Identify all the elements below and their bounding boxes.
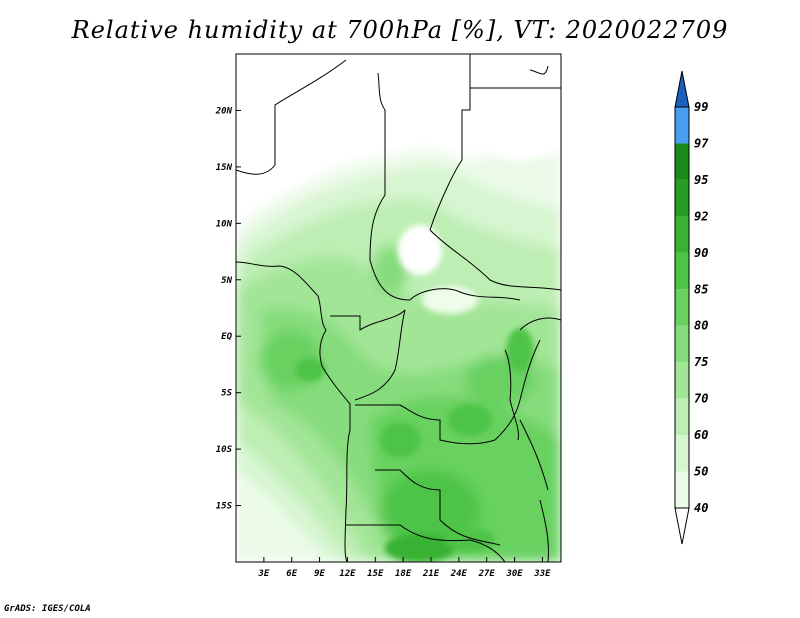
colorbar-segment [675, 252, 689, 290]
colorbar-label: 75 [694, 355, 708, 369]
rh-contour-85 [380, 470, 480, 550]
colorbar: 40 50 60 70 75 80 85 90 92 95 97 99 [674, 70, 709, 545]
colorbar-label: 80 [694, 319, 708, 333]
rh-dry-patch [398, 225, 442, 275]
rh-wet-spot [380, 422, 420, 458]
colorbar-segment [675, 325, 689, 363]
y-tick-label: 15N [216, 163, 233, 173]
country-border [354, 309, 406, 401]
x-tick-label: 3E [257, 569, 269, 579]
rh-wet-spot [448, 404, 492, 436]
colorbar-label: 95 [694, 173, 708, 187]
colorbar-label: 99 [694, 100, 708, 114]
country-border [330, 309, 406, 331]
y-tick-label: 10N [216, 219, 233, 229]
map-frame [235, 53, 562, 563]
x-tick-label: 9E [314, 569, 325, 579]
lake-shore [529, 65, 549, 75]
colorbar-label: 50 [694, 465, 708, 479]
colorbar-segment [674, 507, 690, 545]
x-tick-label: 21E [422, 569, 440, 579]
x-tick-label: 24E [450, 569, 468, 579]
x-tick-label: 12E [339, 569, 356, 579]
country-border [355, 404, 496, 445]
colorbar-segment [675, 398, 689, 436]
country-border [345, 524, 506, 562]
lake-shore [519, 419, 549, 491]
colorbar-segment [675, 362, 689, 399]
country-border [519, 317, 561, 331]
rh-dry-patch [475, 80, 561, 160]
y-tick-label: 20N [215, 106, 233, 116]
colorbar-segment [675, 435, 689, 472]
country-borders [236, 54, 561, 562]
rh-wet-spot [506, 328, 534, 372]
rh-wet-spot [295, 358, 325, 382]
country-border [369, 72, 411, 301]
rh-wet-spot [385, 534, 455, 562]
colorbar-label: 92 [694, 209, 708, 223]
colorbar-label: 70 [694, 392, 708, 406]
colorbar-label: 90 [694, 246, 708, 260]
country-border [429, 229, 561, 291]
country-border [429, 54, 471, 231]
coastline [236, 261, 351, 562]
colorbar-segment [675, 107, 689, 144]
humidity-field [236, 54, 561, 562]
x-tick-label: 30E [505, 569, 523, 579]
axis-ticks: 3E 6E 9E 12E 15E 18E 21E 24E 27E 30E 33E 20N 15N 10N 5… [215, 106, 551, 579]
colorbar-segment [675, 216, 689, 253]
rh-dry-patch [236, 70, 325, 190]
y-tick-label: 5S [221, 389, 232, 399]
country-border [494, 339, 541, 441]
colorbar-label: 85 [694, 282, 708, 296]
colorbar-label: 40 [694, 501, 708, 515]
x-tick-label: 33E [533, 569, 551, 579]
map-title: Relative humidity at 700hPa [%], VT: 202… [71, 16, 729, 44]
y-tick-label: 5N [221, 276, 232, 286]
rh-contour-85 [372, 245, 408, 295]
colorbar-segment [675, 179, 689, 217]
footer-credit: GrADS: IGES/COLA [4, 604, 91, 614]
y-tick-label: 15S [216, 502, 233, 512]
y-tick-label: EQ [221, 332, 232, 342]
y-tick-label: 10S [216, 445, 233, 455]
colorbar-outline [674, 106, 690, 509]
colorbar-segment [675, 143, 689, 180]
x-tick-label: 6E [286, 569, 297, 579]
country-border [539, 499, 549, 562]
x-tick-label: 15E [367, 569, 384, 579]
country-border [409, 288, 521, 301]
country-border [236, 59, 347, 175]
country-border [375, 469, 501, 546]
colorbar-label: 97 [694, 136, 709, 150]
colorbar-segment [675, 289, 689, 326]
x-tick-label: 27E [478, 569, 496, 579]
colorbar-segment [675, 471, 689, 508]
lake-shore [504, 349, 519, 441]
colorbar-label: 60 [694, 428, 708, 442]
colorbar-segment [674, 70, 690, 108]
x-tick-label: 18E [395, 569, 412, 579]
